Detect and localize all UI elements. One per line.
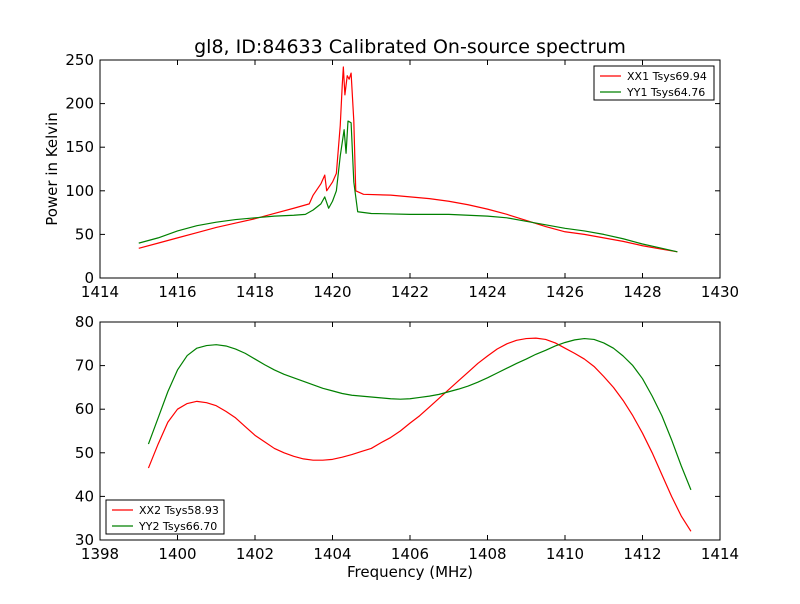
chart-title: gl8, ID:84633 Calibrated On-source spect… [194, 36, 626, 58]
y-tick-label: 70 [75, 357, 94, 375]
x-tick-label: 1428 [623, 283, 661, 301]
x-tick-label: 1422 [391, 283, 429, 301]
series-line-2 [138, 120, 678, 253]
y-tick-label: 150 [65, 138, 94, 156]
y-tick-label: 200 [65, 95, 94, 113]
x-tick-label: 1430 [701, 283, 739, 301]
x-tick-label: 1408 [468, 545, 506, 563]
y-tick-label: 40 [75, 487, 94, 505]
x-axis-label: Frequency (MHz) [347, 563, 473, 581]
x-tick-label: 1418 [236, 283, 274, 301]
x-tick-label: 1414 [81, 283, 119, 301]
x-tick-label: 1414 [701, 545, 739, 563]
x-tick-label: 1424 [468, 283, 506, 301]
legend: XX1 Tsys69.94 YY1 Tsys64.76 [593, 65, 715, 101]
series-line-1 [147, 337, 692, 532]
y-tick-label: 100 [65, 182, 94, 200]
series-line-2 [147, 337, 692, 491]
y-tick-label: 60 [75, 400, 94, 418]
series-line-1 [138, 66, 678, 253]
x-tick-label: 1398 [81, 545, 119, 563]
panel-1: 1414 1416 1418 1420 1422 1424 1426 1428 1430 0 50 1… [65, 51, 739, 301]
x-tick-label: 1420 [313, 283, 351, 301]
legend-box [105, 499, 225, 535]
x-tick-label: 1426 [546, 283, 584, 301]
panel-2: 1398 1400 1402 1404 1406 1408 1410 1412 1414 30 40… [75, 313, 739, 563]
x-tick-label: 1410 [546, 545, 584, 563]
x-tick-label: 1402 [236, 545, 274, 563]
legend-label: YY2 Tsys66.70 [138, 520, 217, 533]
x-tick-label: 1412 [623, 545, 661, 563]
y-tick-label: 80 [75, 313, 94, 331]
panels: 1414 1416 1418 1420 1422 1424 1426 1428 14300501… [65, 51, 739, 563]
y-tick-label: 0 [84, 269, 94, 287]
legend-label: XX2 Tsys58.93 [139, 504, 219, 517]
y-tick-label: 250 [65, 51, 94, 69]
y-tick-label: 50 [75, 225, 94, 243]
legend-label: XX1 Tsys69.94 [627, 70, 707, 83]
legend-label: YY1 Tsys64.76 [626, 86, 705, 99]
y-axis-label: Power in Kelvin [43, 112, 61, 226]
x-tick-label: 1400 [158, 545, 196, 563]
legend: XX2 Tsys58.93 YY2 Tsys66.70 [105, 499, 225, 535]
x-tick-label: 1416 [158, 283, 196, 301]
x-tick-label: 1406 [391, 545, 429, 563]
y-tick-label: 30 [75, 531, 94, 549]
y-tick-label: 50 [75, 444, 94, 462]
x-tick-label: 1404 [313, 545, 351, 563]
legend-box [593, 65, 715, 101]
